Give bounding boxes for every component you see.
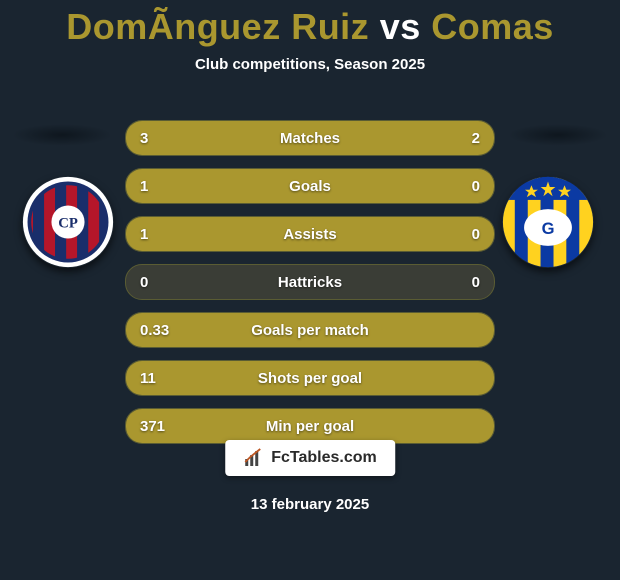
stats-container: 32Matches 10Goals 10Assists 00Hattricks 0.33… [125, 120, 495, 456]
badge-shadow-left [12, 124, 112, 146]
page-title: DomÃ­nguez Ruiz vs Comas [0, 0, 620, 48]
stat-row: 10Goals [125, 168, 495, 204]
badge-shadow-right [508, 124, 608, 146]
brand-badge: FcTables.com [225, 440, 395, 476]
date: 13 february 2025 [0, 496, 620, 513]
stat-label: Min per goal [126, 409, 494, 443]
stat-label: Goals per match [126, 313, 494, 347]
stat-row: 11Shots per goal [125, 360, 495, 396]
svg-text:CP: CP [58, 216, 78, 232]
club-badge-left: CP [22, 176, 118, 272]
stat-row: 10Assists [125, 216, 495, 252]
stat-label: Goals [126, 169, 494, 203]
comparison-card: DomÃ­nguez Ruiz vs Comas Club competitio… [0, 0, 620, 580]
subtitle: Club competitions, Season 2025 [0, 56, 620, 73]
stat-label: Assists [126, 217, 494, 251]
bar-chart-icon [243, 448, 263, 468]
stat-row: 371Min per goal [125, 408, 495, 444]
title-player1: DomÃ­nguez Ruiz [66, 6, 369, 47]
title-player2: Comas [431, 6, 554, 47]
club-badge-right: G [502, 176, 598, 272]
stat-row: 32Matches [125, 120, 495, 156]
club-crest-right-icon: G [502, 176, 594, 268]
stat-label: Shots per goal [126, 361, 494, 395]
brand-text: FcTables.com [271, 449, 377, 467]
stat-row: 0.33Goals per match [125, 312, 495, 348]
stat-row: 00Hattricks [125, 264, 495, 300]
stat-label: Matches [126, 121, 494, 155]
stat-label: Hattricks [126, 265, 494, 299]
svg-text:G: G [542, 219, 555, 238]
club-crest-left-icon: CP [22, 176, 114, 268]
title-vs: vs [369, 6, 431, 47]
